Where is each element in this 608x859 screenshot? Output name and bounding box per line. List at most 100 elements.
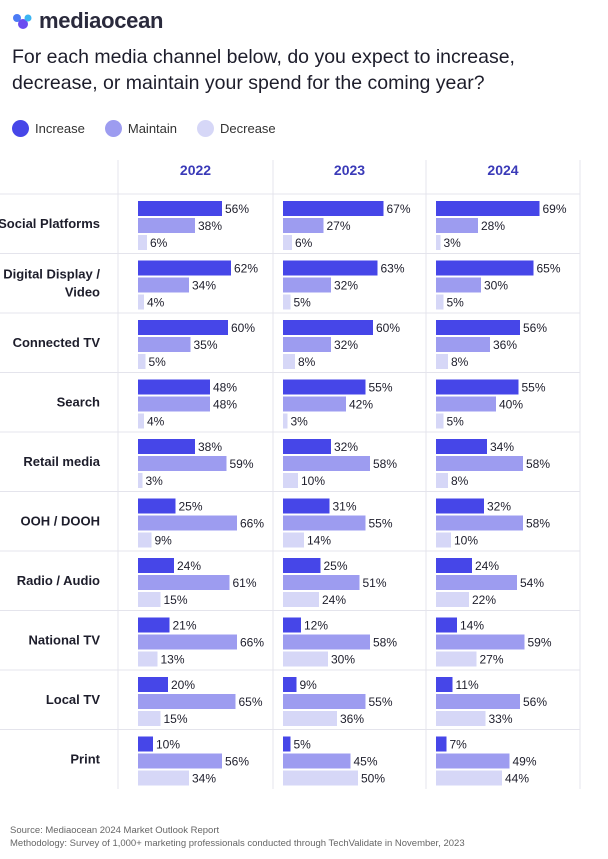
data-label-decrease-2023-search: 3% [291, 415, 309, 429]
data-label-decrease-2022-national-tv: 13% [161, 653, 185, 667]
data-label-decrease-2023-retail-media: 10% [301, 474, 325, 488]
data-label-maintain-2023-connected-tv: 32% [334, 338, 358, 352]
bar-decrease-2024-ooh-dooh [436, 532, 451, 548]
data-label-maintain-2024-retail-media: 58% [526, 457, 550, 471]
year-header-2024: 2024 [487, 162, 518, 178]
brand-name: mediaocean [39, 8, 164, 33]
data-label-decrease-2024-national-tv: 27% [480, 653, 504, 667]
category-label-radio-audio: Radio / Audio [17, 573, 100, 588]
data-label-maintain-2022-retail-media: 59% [230, 457, 254, 471]
data-label-increase-2022-retail-media: 38% [198, 440, 222, 454]
legend-swatch-increase [12, 120, 29, 137]
data-label-decrease-2024-digital-display-video: 5% [447, 296, 465, 310]
bar-decrease-2022-connected-tv [138, 354, 146, 369]
bar-decrease-2024-social-platforms [436, 235, 441, 250]
bar-maintain-2022-radio-audio [138, 575, 230, 590]
category-label-ooh-dooh: OOH / DOOH [21, 513, 100, 528]
bar-increase-2023-national-tv [283, 617, 301, 633]
data-label-maintain-2022-social-platforms: 38% [198, 219, 222, 233]
bar-increase-2023-local-tv [283, 677, 297, 692]
source-note: Source: Mediaocean 2024 Market Outlook R… [10, 825, 220, 836]
data-label-decrease-2023-national-tv: 30% [331, 653, 355, 667]
data-label-increase-2022-print: 10% [156, 738, 180, 752]
data-label-maintain-2022-ooh-dooh: 66% [240, 517, 264, 531]
category-label-local-tv: Local TV [46, 692, 101, 707]
bar-increase-2024-connected-tv [436, 320, 520, 335]
legend-swatch-maintain [104, 120, 122, 137]
data-label-increase-2024-local-tv: 11% [456, 678, 479, 692]
bar-maintain-2024-digital-display-video [436, 277, 481, 293]
bar-increase-2022-social-platforms [138, 201, 222, 216]
bar-increase-2023-print [283, 736, 291, 752]
bar-decrease-2024-local-tv [436, 711, 486, 726]
data-label-decrease-2023-local-tv: 36% [340, 712, 364, 726]
data-label-increase-2024-radio-audio: 24% [475, 559, 499, 573]
bar-increase-2024-digital-display-video [436, 260, 534, 276]
mediaocean-logo-icon [13, 14, 32, 29]
data-label-maintain-2023-search: 42% [349, 398, 373, 412]
bar-maintain-2023-search [283, 396, 346, 412]
data-label-maintain-2022-print: 56% [225, 755, 249, 769]
bar-decrease-2024-national-tv [436, 651, 477, 667]
data-label-decrease-2024-social-platforms: 3% [444, 236, 462, 250]
bar-decrease-2022-social-platforms [138, 235, 147, 250]
data-label-increase-2022-radio-audio: 24% [177, 559, 201, 573]
data-label-maintain-2022-radio-audio: 61% [233, 576, 257, 590]
data-label-decrease-2023-digital-display-video: 5% [294, 296, 312, 310]
bar-increase-2024-retail-media [436, 439, 487, 454]
data-label-decrease-2022-retail-media: 3% [146, 474, 164, 488]
bar-decrease-2023-search [283, 413, 288, 429]
data-label-maintain-2023-social-platforms: 27% [327, 219, 351, 233]
chart-legend: Increase Maintain Decrease [12, 120, 296, 137]
bar-decrease-2024-connected-tv [436, 354, 448, 369]
bar-decrease-2023-retail-media [283, 473, 298, 488]
bar-maintain-2022-national-tv [138, 634, 237, 650]
data-label-maintain-2023-ooh-dooh: 55% [369, 517, 393, 531]
bar-maintain-2022-connected-tv [138, 337, 191, 352]
bar-maintain-2023-digital-display-video [283, 277, 331, 293]
data-label-increase-2023-connected-tv: 60% [376, 321, 400, 335]
bar-maintain-2022-retail-media [138, 456, 227, 471]
bar-increase-2023-ooh-dooh [283, 498, 330, 514]
data-label-maintain-2023-local-tv: 55% [369, 695, 393, 709]
bar-increase-2022-connected-tv [138, 320, 228, 335]
data-label-maintain-2024-local-tv: 56% [523, 695, 547, 709]
data-label-increase-2023-print: 5% [294, 738, 312, 752]
chart-footer: Source: Mediaocean 2024 Market Outlook R… [10, 824, 465, 850]
bar-maintain-2023-ooh-dooh [283, 515, 366, 531]
data-label-decrease-2022-connected-tv: 5% [149, 355, 167, 369]
bar-increase-2023-radio-audio [283, 558, 321, 573]
bar-increase-2022-digital-display-video [138, 260, 231, 276]
data-label-increase-2022-digital-display-video: 62% [234, 262, 258, 276]
bar-increase-2024-national-tv [436, 617, 457, 633]
legend-item-increase: Increase [12, 120, 85, 137]
data-label-increase-2024-national-tv: 14% [460, 619, 484, 633]
bar-decrease-2023-social-platforms [283, 235, 292, 250]
data-label-increase-2024-print: 7% [450, 738, 468, 752]
data-label-increase-2022-connected-tv: 60% [231, 321, 255, 335]
data-label-maintain-2023-print: 45% [354, 755, 378, 769]
data-label-increase-2023-ooh-dooh: 31% [333, 500, 357, 514]
data-label-decrease-2023-social-platforms: 6% [295, 236, 313, 250]
bar-maintain-2022-search [138, 396, 210, 412]
bar-decrease-2022-ooh-dooh [138, 532, 152, 548]
bar-maintain-2022-local-tv [138, 694, 236, 709]
bar-increase-2022-local-tv [138, 677, 168, 692]
data-label-maintain-2022-digital-display-video: 34% [192, 279, 216, 293]
bar-maintain-2023-radio-audio [283, 575, 360, 590]
data-label-maintain-2024-ooh-dooh: 58% [526, 517, 550, 531]
data-label-decrease-2023-connected-tv: 8% [298, 355, 316, 369]
data-label-increase-2023-local-tv: 9% [300, 678, 318, 692]
data-label-decrease-2024-ooh-dooh: 10% [454, 534, 478, 548]
category-label-search: Search [57, 394, 100, 409]
data-label-decrease-2022-ooh-dooh: 9% [155, 534, 173, 548]
data-label-decrease-2022-radio-audio: 15% [164, 593, 188, 607]
data-label-maintain-2024-search: 40% [499, 398, 523, 412]
data-label-decrease-2024-retail-media: 8% [451, 474, 469, 488]
data-label-increase-2023-digital-display-video: 63% [381, 262, 405, 276]
page-title: For each media channel below, do you exp… [12, 46, 515, 94]
bar-maintain-2022-social-platforms [138, 218, 195, 233]
bar-decrease-2023-ooh-dooh [283, 532, 304, 548]
bar-decrease-2022-radio-audio [138, 592, 161, 607]
bar-increase-2022-national-tv [138, 617, 170, 633]
